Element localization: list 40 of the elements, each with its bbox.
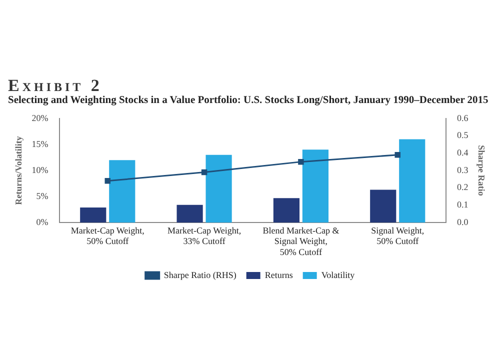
y-tick-label: 10% (32, 164, 49, 175)
y-tick-label: 15% (32, 138, 49, 149)
y2-tick-label: 0.5 (456, 130, 469, 140)
y2-tick-label: 0.2 (456, 182, 468, 192)
bar (176, 204, 203, 223)
category-label: 50% Cutoff (86, 236, 129, 246)
chart-title: Exhibit 2 (8, 76, 102, 96)
bar (80, 207, 106, 223)
bar (399, 139, 426, 223)
category-label: 50% Cutoff (280, 246, 322, 257)
y-axis-title: Returns/Volatility (14, 136, 24, 205)
bar (206, 154, 232, 223)
point (298, 158, 304, 165)
point (394, 152, 400, 158)
y2-tick-label: 0.4 (456, 147, 469, 158)
chart-subtitle: Selecting and Weighting Stocks in a Value Portfolio: U.S. Stocks Long/Short, January 1990–December 2015 (8, 95, 488, 106)
category-label: 50% Cutoff (376, 236, 419, 246)
legend-label: Sharpe Ratio (RHS) (164, 270, 236, 280)
y2-tick-label: 0.3 (456, 164, 469, 175)
bar (109, 160, 136, 223)
legend-label: Volatility (321, 270, 356, 280)
y2-tick-label: 0.6 (456, 112, 469, 123)
point (104, 178, 110, 184)
category-label: Market-Cap Weight, (70, 225, 144, 236)
y2-tick-label: 0.0 (456, 216, 469, 227)
category-label: Market-Cap Weight, (167, 225, 242, 236)
bar (273, 198, 300, 223)
legend-label: Returns (264, 270, 294, 280)
category-label: Signal Weight, (274, 236, 328, 246)
y-tick-label: 0% (36, 216, 49, 227)
category-label: 33% Cutoff (183, 236, 226, 246)
y2-axis-title: Sharpe Ratio (476, 145, 486, 196)
y2-tick-label: 0.1 (456, 200, 468, 210)
category-label: Signal Weight, (371, 225, 424, 236)
point (201, 169, 208, 176)
y-tick-label: 5% (36, 190, 49, 201)
bar (302, 150, 329, 223)
category-label: Blend Market-Cap & (262, 225, 340, 236)
bar (370, 190, 396, 223)
y-tick-label: 20% (32, 112, 49, 123)
